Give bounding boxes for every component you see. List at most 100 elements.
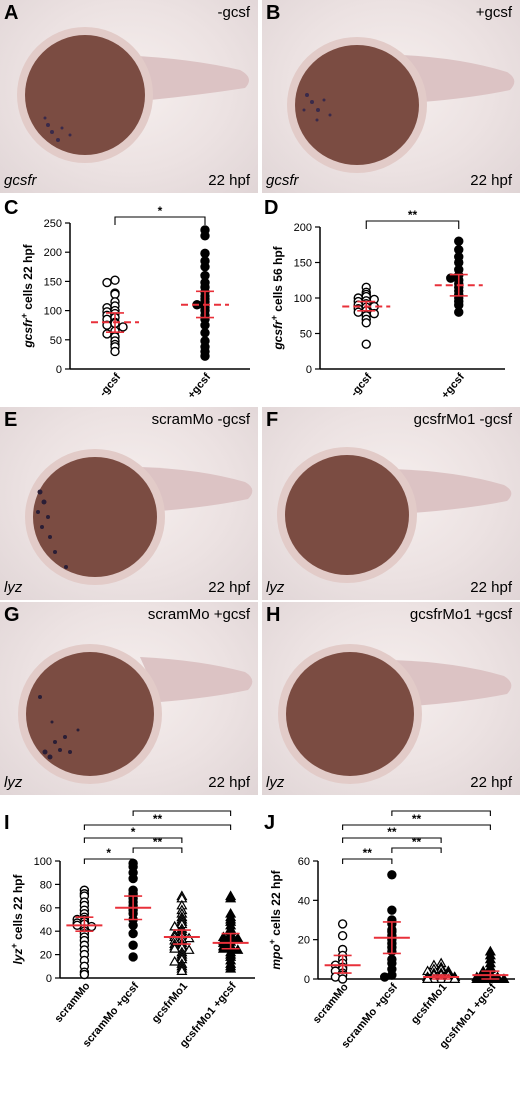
data-point xyxy=(225,962,237,973)
data-point xyxy=(337,931,348,941)
significance-label: ** xyxy=(412,835,422,849)
embryo-illustration xyxy=(278,644,512,784)
panel-a-gene: gcsfr xyxy=(4,172,37,189)
data-point xyxy=(387,870,397,880)
significance-bracket xyxy=(365,220,460,229)
panel-b-condition: +gcsf xyxy=(475,4,512,21)
y-tick-label: 60 xyxy=(40,903,52,915)
panel-f-stage: 22 hpf xyxy=(470,579,512,596)
stain-dots xyxy=(43,116,72,142)
data-point xyxy=(498,973,510,983)
panel-e-condition: scramMo -gcsf xyxy=(151,411,250,428)
significance-label: ** xyxy=(153,835,163,849)
panel-a-condition: -gcsf xyxy=(217,4,250,21)
embryo-illustration xyxy=(277,447,512,583)
stain-dots xyxy=(38,695,80,760)
y-tick-label: 50 xyxy=(50,335,62,347)
embryo-yolk xyxy=(33,457,157,577)
data-point xyxy=(128,940,138,950)
panel-g-letter: G xyxy=(4,604,20,626)
data-point xyxy=(454,307,464,317)
stain-dots xyxy=(302,93,332,122)
y-tick-label: 150 xyxy=(44,276,62,288)
y-tick-label: 100 xyxy=(294,293,312,305)
y-axis-label: lyz+ cells 22 hpf xyxy=(9,874,25,965)
panel-a-letter: A xyxy=(4,2,19,24)
panel-g-gene: lyz xyxy=(4,774,23,791)
panel-e-image: E scramMo -gcsf lyz 22 hpf xyxy=(0,407,258,600)
significance-bracket xyxy=(342,837,442,843)
panel-g-stage: 22 hpf xyxy=(208,774,250,791)
panel-i-letter: I xyxy=(4,812,10,834)
panel-f-gene: lyz xyxy=(266,579,285,596)
significance-label: ** xyxy=(412,812,422,826)
y-tick-label: 40 xyxy=(298,895,310,907)
embryo-tail xyxy=(140,467,253,511)
y-tick-label: 150 xyxy=(294,258,312,270)
data-point xyxy=(118,322,128,332)
y-tick-label: 250 xyxy=(44,218,62,230)
data-point xyxy=(79,969,90,980)
panel-a-stage: 22 hpf xyxy=(208,172,250,189)
y-tick-label: 100 xyxy=(44,306,62,318)
y-axis-label: gcsfr+ cells 56 hpf xyxy=(269,245,285,350)
y-tick-label: 40 xyxy=(40,926,52,938)
y-axis-label: gcsfr+ cells 22 hpf xyxy=(19,243,35,348)
data-point xyxy=(361,339,371,349)
y-tick-label: 60 xyxy=(298,856,310,868)
y-tick-label: 20 xyxy=(40,950,52,962)
embryo-yolk xyxy=(26,652,154,776)
embryo-yolk xyxy=(285,455,409,575)
panel-e-gene: lyz xyxy=(4,579,23,596)
y-tick-label: 0 xyxy=(56,364,62,376)
significance-label: ** xyxy=(436,805,446,812)
data-point xyxy=(176,965,188,975)
panel-a-image: A -gcsf gcsfr 22 hpf xyxy=(0,0,258,193)
panel-b-letter: B xyxy=(266,2,281,24)
embryo-illustration xyxy=(287,37,515,173)
data-point xyxy=(449,973,461,983)
embryo-tail xyxy=(140,657,253,702)
significance-label: ** xyxy=(363,846,373,860)
significance-bracket xyxy=(83,858,134,864)
y-tick-label: 20 xyxy=(298,935,310,947)
significance-bracket xyxy=(342,824,491,830)
panel-b-gene: gcsfr xyxy=(266,172,299,189)
panel-f-condition: gcsfrMo1 -gcsf xyxy=(413,411,512,428)
significance-label: * xyxy=(158,204,163,218)
significance-bracket xyxy=(132,810,232,816)
data-point xyxy=(225,892,237,903)
x-tick-label: gcsfrMo1 xyxy=(150,980,191,1025)
data-point xyxy=(183,944,195,954)
panel-h-condition: gcsfrMo1 +gcsf xyxy=(409,606,512,623)
data-point xyxy=(200,351,210,361)
data-point xyxy=(454,236,464,246)
panel-h-letter: H xyxy=(266,604,281,626)
x-tick-label: scramMo xyxy=(52,980,92,1025)
y-tick-label: 80 xyxy=(40,879,52,891)
data-point xyxy=(200,320,210,330)
data-point xyxy=(200,262,210,272)
embryo-tail xyxy=(392,660,512,706)
y-axis-label: mpo+ cells 22 hpf xyxy=(267,869,283,969)
data-point xyxy=(200,248,210,259)
significance-bracket xyxy=(391,810,491,816)
panel-d-letter: D xyxy=(264,197,279,219)
panel-h-gene: lyz xyxy=(266,774,285,791)
panel-e-stage: 22 hpf xyxy=(208,579,250,596)
significance-bracket xyxy=(342,858,393,864)
x-tick-label: gcsfrMo1 xyxy=(409,981,450,1026)
significance-bracket xyxy=(114,216,206,225)
panel-h-stage: 22 hpf xyxy=(470,774,512,791)
embryo-yolk xyxy=(25,35,145,155)
panel-g-condition: scramMo +gcsf xyxy=(147,606,250,623)
y-tick-label: 200 xyxy=(294,222,312,234)
panel-c-letter: C xyxy=(4,197,19,219)
y-tick-label: 0 xyxy=(46,973,52,985)
panel-b-stage: 22 hpf xyxy=(470,172,512,189)
significance-label: ** xyxy=(387,825,397,839)
data-point xyxy=(128,920,138,931)
data-point xyxy=(200,328,210,338)
panel-e-letter: E xyxy=(4,409,18,431)
